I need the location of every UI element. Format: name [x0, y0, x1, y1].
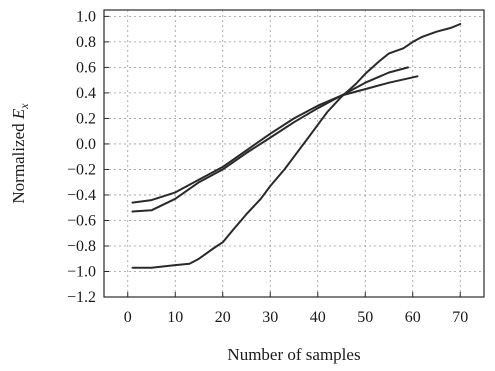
y-tick-label: −0.6 — [67, 212, 96, 229]
x-tick-label: 20 — [215, 309, 231, 326]
y-tick-label: 0.8 — [76, 34, 96, 51]
x-axis-ticks: 0 10 20 30 40 50 60 70 — [124, 292, 468, 326]
y-tick-label: −1.0 — [67, 263, 96, 280]
y-axis-ticks: −1.2 −1.0 −0.8 −0.6 −0.4 −0.2 0.0 0.2 0.4 0.6 0.8 1… — [67, 8, 109, 306]
data-series — [131, 23, 462, 269]
y-tick-label: 0.2 — [76, 110, 96, 127]
x-axis-label: Number of samples — [227, 345, 360, 364]
x-tick-label: 60 — [405, 309, 421, 326]
x-tick-label: 30 — [262, 309, 278, 326]
series-line-1 — [131, 23, 462, 269]
y-axis-label-variable: E — [9, 108, 28, 120]
y-tick-label: 0.0 — [76, 136, 96, 153]
x-tick-label: 50 — [357, 309, 373, 326]
y-tick-label: 0.6 — [76, 59, 96, 76]
y-tick-label: 0.4 — [76, 85, 96, 102]
y-tick-label: −0.8 — [67, 238, 96, 255]
x-tick-label: 70 — [452, 309, 468, 326]
x-tick-label: 40 — [310, 309, 326, 326]
y-axis-label-subscript: x — [17, 103, 31, 110]
y-tick-label: 1.0 — [76, 8, 96, 25]
plot-area-frame — [103, 9, 485, 298]
y-tick-label: −1.2 — [67, 289, 96, 306]
gridlines — [104, 10, 484, 297]
y-axis-label: Normalized Ex — [9, 103, 31, 204]
y-axis-label-text: Normalized — [9, 119, 28, 204]
series-line-2 — [131, 66, 409, 213]
y-tick-label: −0.2 — [67, 161, 96, 178]
x-tick-label: 0 — [124, 309, 132, 326]
series-line-3 — [131, 75, 419, 204]
x-tick-label: 10 — [167, 309, 183, 326]
y-tick-label: −0.4 — [67, 187, 96, 204]
